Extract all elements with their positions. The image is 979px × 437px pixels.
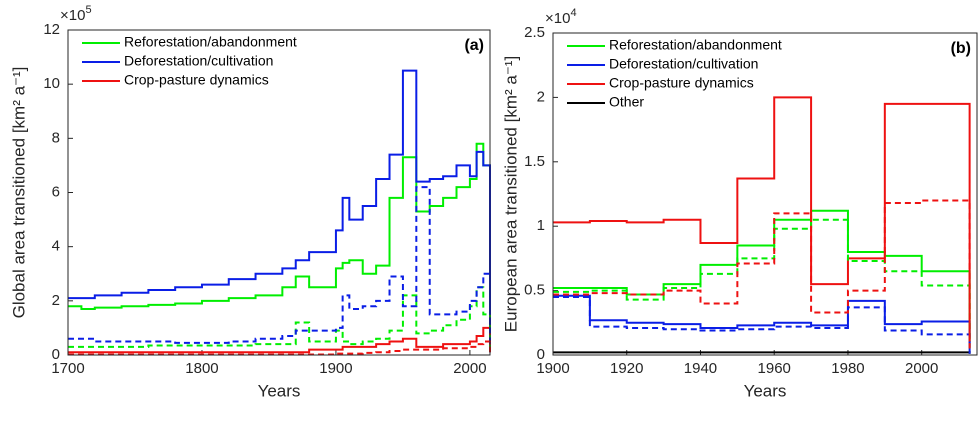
legend-text: Other (609, 94, 644, 110)
x-tick-label: 2000 (905, 360, 938, 377)
y-tick-label: 0 (537, 346, 545, 363)
plot-frame (552, 32, 978, 356)
x-tick-label: 1920 (610, 360, 643, 377)
y-tick-label: 1.5 (524, 153, 545, 170)
panel-label: (b) (951, 40, 971, 57)
axis-multiplier: ×104 (545, 7, 577, 27)
y-tick-label: 10 (43, 75, 60, 92)
x-tick-label: 1900 (319, 360, 352, 377)
multiplier-base: ×10 (545, 10, 570, 27)
x-axis-label: Years (258, 381, 301, 400)
legend-text: Deforestation/cultivation (124, 53, 273, 69)
x-tick-label: 1980 (831, 360, 864, 377)
series-line (553, 296, 971, 354)
multiplier-exponent: 4 (570, 7, 576, 19)
series-line (68, 69, 491, 350)
plot-frame (67, 29, 491, 356)
y-tick-label: 2 (52, 292, 60, 309)
y-tick-label: 0.5 (524, 282, 545, 299)
x-tick-label: 1700 (51, 360, 84, 377)
series-line (553, 351, 971, 354)
y-tick-label: 2 (537, 88, 545, 105)
y-tick-label: 2.5 (524, 24, 545, 41)
axis-multiplier: ×105 (60, 4, 92, 24)
y-axis-label: Global area transitioned [km² a⁻¹] (9, 67, 28, 319)
series-line (68, 326, 491, 354)
series-line (68, 286, 491, 353)
plot-area (553, 33, 977, 355)
y-tick-label: 0 (52, 346, 60, 363)
x-tick-label: 2000 (453, 360, 486, 377)
x-tick-label: 1900 (536, 360, 569, 377)
y-tick-label: 1 (537, 217, 545, 234)
x-tick-label: 1800 (185, 360, 218, 377)
y-tick-label: 4 (52, 238, 60, 255)
multiplier-exponent: 5 (85, 4, 91, 16)
legend-text: Crop-pasture dynamics (124, 72, 269, 88)
series-line (553, 294, 971, 353)
legend-text: Reforestation/abandonment (124, 34, 297, 50)
legend-text: Deforestation/cultivation (609, 56, 758, 72)
y-axis-label: European area transitioned [km² a⁻¹] (501, 56, 520, 332)
plot-area (68, 30, 490, 355)
legend-text: Crop-pasture dynamics (609, 75, 754, 91)
x-tick-label: 1960 (758, 360, 791, 377)
legend-text: Reforestation/abandonment (609, 37, 782, 53)
series-line (553, 96, 971, 343)
series-line (68, 340, 491, 356)
series-line (68, 142, 491, 347)
panel-label: (a) (464, 37, 484, 54)
x-axis-label: Years (744, 381, 787, 400)
y-tick-label: 12 (43, 21, 60, 38)
multiplier-base: ×10 (60, 7, 85, 24)
series-line (553, 199, 971, 349)
y-tick-label: 6 (52, 183, 60, 200)
y-tick-label: 8 (52, 129, 60, 146)
x-tick-label: 1940 (684, 360, 717, 377)
